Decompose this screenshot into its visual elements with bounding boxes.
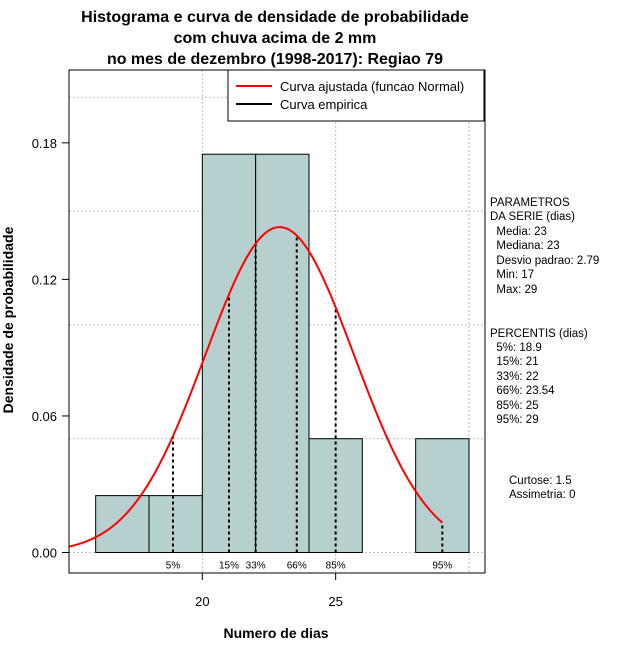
chart-title-line-1: Histograma e curva de densidade de proba… (81, 9, 469, 26)
percentis-66: 66%: 23.54 (490, 385, 555, 397)
y-tick-label: 0.06 (32, 409, 57, 424)
legend: Curva ajustada (funcao Normal) Curva emp… (227, 69, 485, 122)
parametros-heading: PARAMETROS (490, 197, 570, 209)
percentis-5: 5%: 18.9 (490, 342, 542, 354)
legend-box (227, 69, 485, 122)
parametros-max: Max: 29 (490, 284, 537, 296)
legend-empirical-label: Curva empirica (280, 97, 368, 112)
percentile-label: 5% (166, 561, 181, 572)
percentis-33: 33%: 22 (490, 371, 539, 383)
chart-title: Histograma e curva de densidade de proba… (81, 9, 469, 68)
percentis-85: 85%: 25 (490, 400, 539, 412)
percentile-label: 33% (246, 561, 266, 572)
histogram-bar (148, 495, 203, 554)
y-tick-label: 0.18 (32, 136, 57, 151)
histogram-bar (415, 438, 470, 554)
y-tick-label: 0.00 (32, 546, 57, 561)
percentile-label: 95% (432, 561, 452, 572)
parametros-subheading: DA SERIE (dias) (490, 211, 575, 223)
x-tick-label: 20 (195, 594, 209, 609)
y-axis-label: Densidade de probabilidade (0, 226, 16, 413)
percentile-label: 66% (287, 561, 307, 572)
parametros-mediana: Mediana: 23 (490, 240, 560, 252)
y-axis: 0.00 0.06 0.12 0.18 (32, 136, 70, 561)
x-axis-label: Numero de dias (223, 625, 328, 641)
histogram-bars (95, 153, 470, 554)
percentis-heading: PERCENTIS (dias) (490, 328, 588, 340)
histogram-bar (255, 153, 310, 554)
percentile-lines: 5% 15% 33% 66% 85% 95% (166, 235, 452, 572)
percentile-label: 15% (219, 561, 239, 572)
percentis-15: 15%: 21 (490, 356, 539, 368)
parametros-min: Min: 17 (490, 269, 534, 281)
legend-fitted-label: Curva ajustada (funcao Normal) (280, 79, 464, 94)
y-tick-label: 0.12 (32, 272, 57, 287)
x-tick-label: 25 (328, 594, 342, 609)
chart-title-line-3: no mes de dezembro (1998-2017): Regiao 7… (107, 51, 443, 68)
assimetria-value: Assimetria: 0 (509, 489, 575, 501)
chart-title-line-2: com chuva acima de 2 mm (174, 30, 377, 47)
side-panel: PARAMETROS DA SERIE (dias) Media: 23 Med… (490, 197, 599, 501)
curtose-value: Curtose: 1.5 (509, 475, 572, 487)
parametros-media: Media: 23 (490, 226, 547, 238)
percentis-95: 95%: 29 (490, 414, 539, 426)
histogram-bar (95, 495, 150, 554)
percentile-label: 85% (326, 561, 346, 572)
x-axis: 20 25 (195, 572, 343, 609)
fitted-normal-curve (68, 226, 443, 548)
parametros-desvio: Desvio padrao: 2.79 (490, 255, 599, 267)
